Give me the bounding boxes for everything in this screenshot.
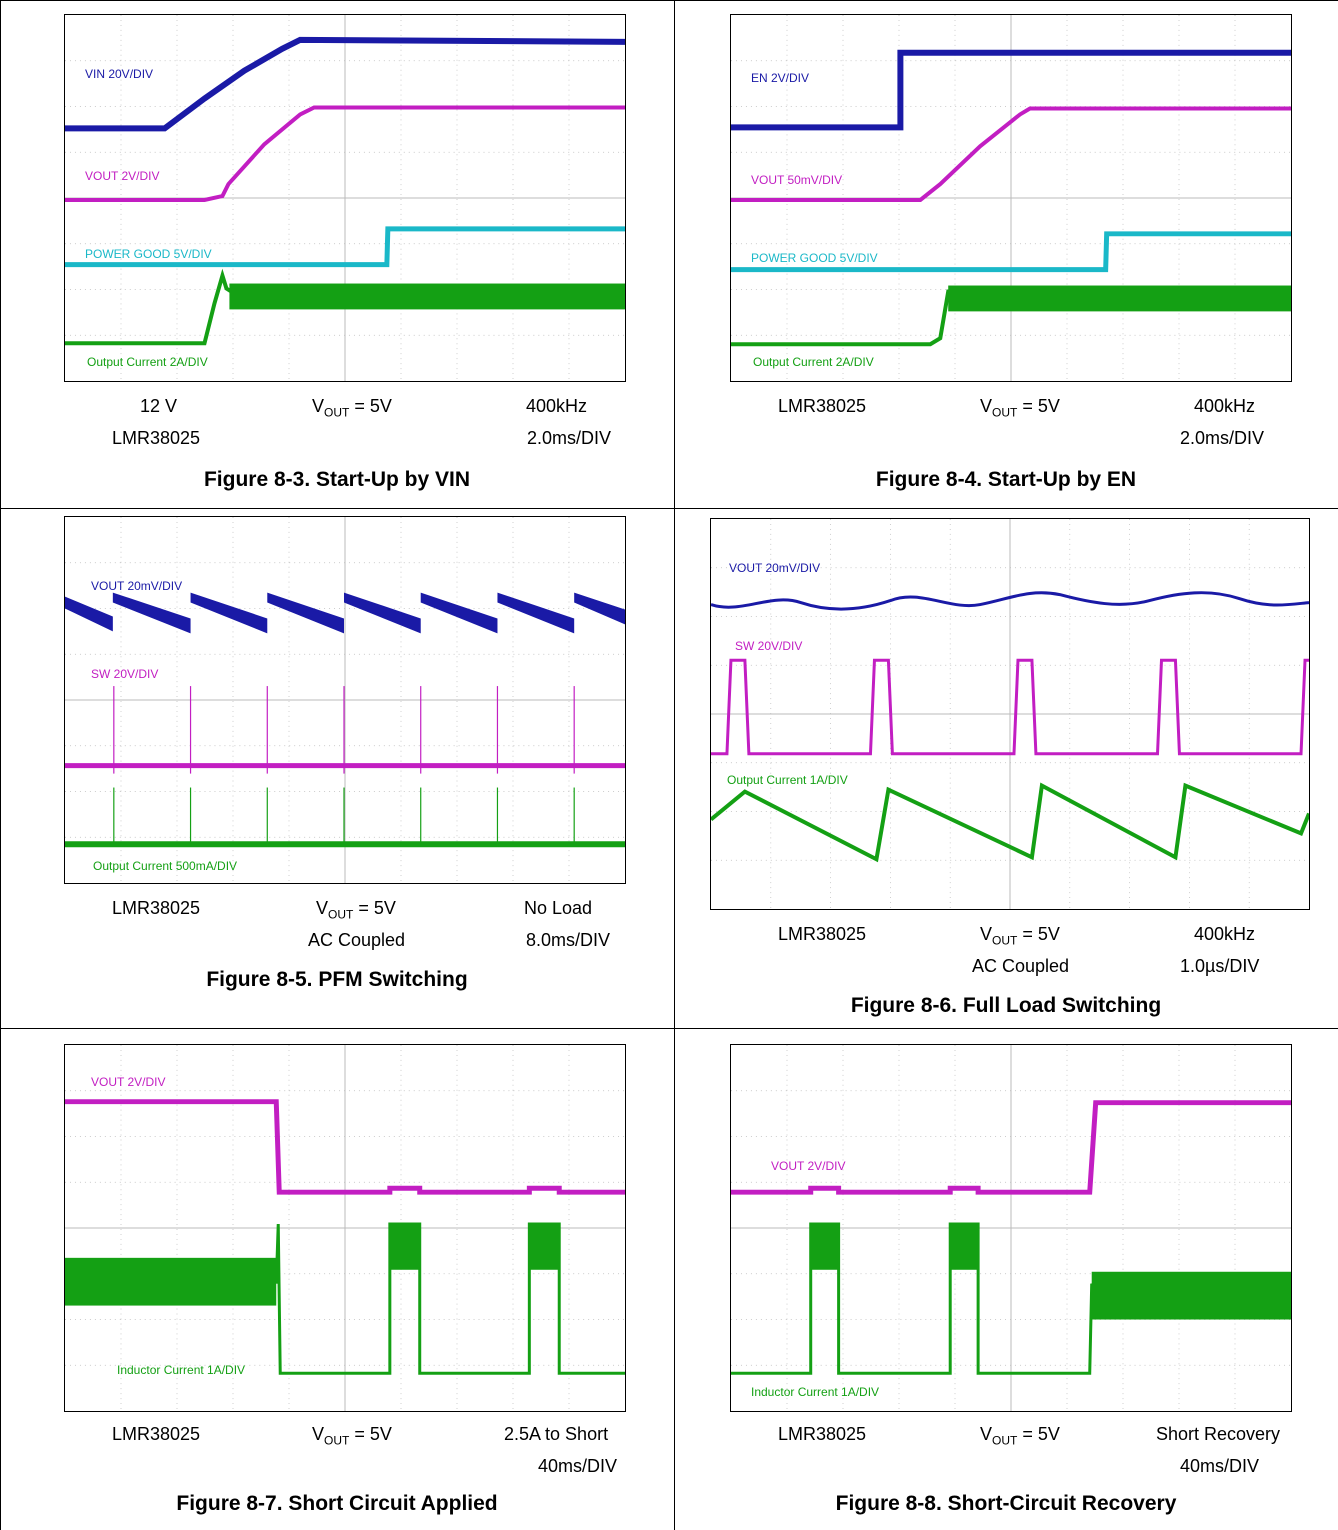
figure-caption: Figure 8-8. Short-Circuit Recovery xyxy=(835,1492,1177,1515)
param-right-1: 400kHz xyxy=(1194,924,1256,944)
param-vout: VOUT = 5V xyxy=(980,924,1060,948)
trace-label: SW 20V/DIV xyxy=(735,639,803,653)
trace-label: Output Current 1A/DIV xyxy=(727,773,848,787)
trace-label: VOUT 20mV/DIV xyxy=(91,579,183,593)
scope-traces xyxy=(65,15,625,381)
table-divider-1 xyxy=(0,508,1338,509)
param-right-1: 2.5A to Short xyxy=(504,1424,609,1444)
figure-caption: Figure 8-3. Start-Up by VIN xyxy=(203,468,471,491)
param-vout: VOUT = 5V xyxy=(312,1424,392,1448)
figure-caption: Figure 8-4. Start-Up by EN xyxy=(875,468,1137,491)
param-vout: VOUT = 5V xyxy=(980,396,1060,420)
trace-label: VOUT 2V/DIV xyxy=(91,1075,166,1089)
param-left-2: LMR38025 xyxy=(112,428,201,448)
scope-traces xyxy=(65,1045,625,1411)
figure-caption: Figure 8-6. Full Load Switching xyxy=(850,994,1162,1017)
scope-screen: VOUT 20mV/DIV SW 20V/DIV Output Current … xyxy=(64,516,626,884)
figure-caption: Figure 8-5. PFM Switching xyxy=(206,968,468,991)
param-left-1: LMR38025 xyxy=(778,396,867,416)
table-border-top xyxy=(0,0,1338,1)
trace-label: Output Current 500mA/DIV xyxy=(93,859,238,873)
param-right-1: No Load xyxy=(524,898,593,918)
param-left-1: LMR38025 xyxy=(112,1424,201,1444)
figure-8-4: EN 2V/DIV VOUT 50mV/DIV POWER GOOD 5V/DI… xyxy=(674,0,1338,508)
scope-screen: VOUT 2V/DIV Inductor Current 1A/DIV xyxy=(730,1044,1292,1412)
trace-label: Output Current 2A/DIV xyxy=(87,355,208,369)
param-right-2: 2.0ms/DIV xyxy=(527,428,612,448)
param-right-1: 400kHz xyxy=(526,396,588,416)
param-right-2: 40ms/DIV xyxy=(1180,1456,1260,1476)
trace-label: POWER GOOD 5V/DIV xyxy=(751,251,878,265)
param-right-2: 8.0ms/DIV xyxy=(526,930,611,950)
param-right-1: Short Recovery xyxy=(1156,1424,1281,1444)
trace-label: VOUT 20mV/DIV xyxy=(729,561,821,575)
scope-screen: EN 2V/DIV VOUT 50mV/DIV POWER GOOD 5V/DI… xyxy=(730,14,1292,382)
scope-screen: VIN 20V/DIV VOUT 2V/DIV POWER GOOD 5V/DI… xyxy=(64,14,626,382)
trace-label: Inductor Current 1A/DIV xyxy=(751,1385,880,1399)
figure-8-8: VOUT 2V/DIV Inductor Current 1A/DIV LMR3… xyxy=(674,1028,1338,1530)
figure-8-6: VOUT 20mV/DIV SW 20V/DIV Output Current … xyxy=(674,508,1338,1028)
trace-label: VIN 20V/DIV xyxy=(85,67,154,81)
trace-label: POWER GOOD 5V/DIV xyxy=(85,247,212,261)
trace-label: VOUT 2V/DIV xyxy=(771,1159,846,1173)
param-mid-2: AC Coupled xyxy=(972,956,1070,976)
param-left-1: LMR38025 xyxy=(778,924,867,944)
param-right-2: 40ms/DIV xyxy=(538,1456,618,1476)
scope-screen: VOUT 2V/DIV Inductor Current 1A/DIV xyxy=(64,1044,626,1412)
figure-8-5: VOUT 20mV/DIV SW 20V/DIV Output Current … xyxy=(0,508,674,1028)
scope-traces xyxy=(731,15,1291,381)
param-right-1: 400kHz xyxy=(1194,396,1256,416)
param-right-2: 1.0µs/DIV xyxy=(1180,956,1260,976)
scope-traces xyxy=(711,519,1309,909)
figure-8-7: VOUT 2V/DIV Inductor Current 1A/DIV LMR3… xyxy=(0,1028,674,1530)
param-vout: VOUT = 5V xyxy=(316,898,396,922)
trace-label: Output Current 2A/DIV xyxy=(753,355,874,369)
param-left-1: LMR38025 xyxy=(112,898,201,918)
figure-8-3: VIN 20V/DIV VOUT 2V/DIV POWER GOOD 5V/DI… xyxy=(0,0,674,508)
scope-traces xyxy=(731,1045,1291,1411)
trace-label: VOUT 2V/DIV xyxy=(85,169,160,183)
trace-label: SW 20V/DIV xyxy=(91,667,159,681)
figure-caption: Figure 8-7. Short Circuit Applied xyxy=(176,1492,498,1515)
trace-label: Inductor Current 1A/DIV xyxy=(117,1363,246,1377)
table-border-left xyxy=(0,0,1,1530)
param-right-2: 2.0ms/DIV xyxy=(1180,428,1265,448)
trace-label: VOUT 50mV/DIV xyxy=(751,173,843,187)
param-vout: VOUT = 5V xyxy=(312,396,392,420)
param-left-1: 12 V xyxy=(140,396,178,416)
trace-label: EN 2V/DIV xyxy=(751,71,810,85)
param-mid-2: AC Coupled xyxy=(308,930,406,950)
scope-screen: VOUT 20mV/DIV SW 20V/DIV Output Current … xyxy=(710,518,1310,910)
param-vout: VOUT = 5V xyxy=(980,1424,1060,1448)
table-divider-vertical xyxy=(674,0,675,1530)
table-divider-2 xyxy=(0,1028,1338,1029)
param-left-1: LMR38025 xyxy=(778,1424,867,1444)
scope-traces xyxy=(65,517,625,883)
